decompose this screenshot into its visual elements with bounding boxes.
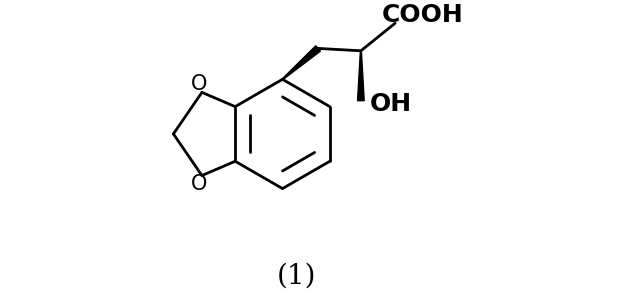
Text: O: O xyxy=(190,74,207,94)
Text: OH: OH xyxy=(369,92,412,116)
Text: (1): (1) xyxy=(277,263,317,290)
Polygon shape xyxy=(282,46,320,80)
Polygon shape xyxy=(358,51,364,101)
Text: COOH: COOH xyxy=(382,3,463,27)
Text: O: O xyxy=(190,174,207,194)
